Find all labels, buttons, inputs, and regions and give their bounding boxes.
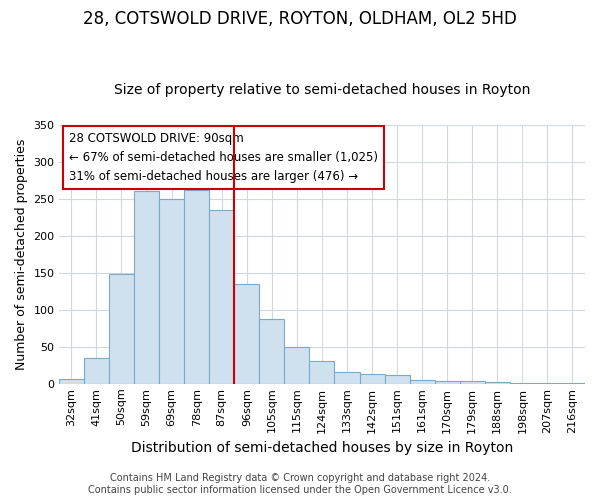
Text: 28 COTSWOLD DRIVE: 90sqm
← 67% of semi-detached houses are smaller (1,025)
31% o: 28 COTSWOLD DRIVE: 90sqm ← 67% of semi-d… (70, 132, 379, 184)
Bar (385, 376, 410, 384)
Bar (209, 210, 234, 384)
Bar (234, 284, 259, 384)
Bar (159, 198, 184, 384)
Y-axis label: Number of semi-detached properties: Number of semi-detached properties (15, 138, 28, 370)
Bar (310, 362, 334, 384)
Bar (109, 274, 134, 384)
Text: 28, COTSWOLD DRIVE, ROYTON, OLDHAM, OL2 5HD: 28, COTSWOLD DRIVE, ROYTON, OLDHAM, OL2 … (83, 10, 517, 28)
Bar (134, 191, 159, 384)
X-axis label: Distribution of semi-detached houses by size in Royton: Distribution of semi-detached houses by … (131, 441, 513, 455)
Bar (184, 190, 209, 384)
Bar (259, 319, 284, 384)
Title: Size of property relative to semi-detached houses in Royton: Size of property relative to semi-detach… (114, 83, 530, 97)
Text: Contains HM Land Registry data © Crown copyright and database right 2024.
Contai: Contains HM Land Registry data © Crown c… (88, 474, 512, 495)
Bar (334, 372, 359, 384)
Bar (560, 383, 585, 384)
Bar (284, 346, 310, 384)
Bar (535, 383, 560, 384)
Bar (434, 382, 460, 384)
Bar (59, 379, 84, 384)
Bar (460, 382, 485, 384)
Bar (410, 380, 434, 384)
Bar (359, 374, 385, 384)
Bar (485, 382, 510, 384)
Bar (84, 358, 109, 384)
Bar (510, 383, 535, 384)
